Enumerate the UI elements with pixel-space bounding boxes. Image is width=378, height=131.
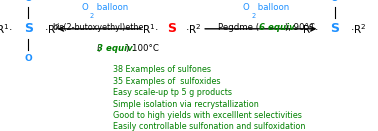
Text: (: ( <box>96 44 99 53</box>
Text: O: O <box>331 0 338 3</box>
Text: 2: 2 <box>251 13 256 19</box>
Text: O: O <box>25 0 32 3</box>
Text: S: S <box>330 22 339 35</box>
Text: 35 Examples of  sulfoxides: 35 Examples of sulfoxides <box>113 77 221 86</box>
Text: O: O <box>243 3 249 12</box>
Text: Pegdme (: Pegdme ( <box>218 23 259 32</box>
Text: ) 100°C: ) 100°C <box>126 44 159 53</box>
Text: ·R$^2$: ·R$^2$ <box>185 22 202 36</box>
Text: balloon: balloon <box>93 3 128 12</box>
Text: S: S <box>167 22 177 35</box>
Text: ), 90°C: ), 90°C <box>285 23 315 32</box>
Text: 6 equiv.: 6 equiv. <box>259 23 297 32</box>
Text: R$^1$·: R$^1$· <box>142 22 159 36</box>
Text: bis(2-butoxyethyl)ether: bis(2-butoxyethyl)ether <box>52 23 147 32</box>
Text: Good to high yields with excelllent selectivities: Good to high yields with excelllent sele… <box>113 111 302 120</box>
Text: 38 Examples of sulfones: 38 Examples of sulfones <box>113 66 211 75</box>
Text: ·R$^2$: ·R$^2$ <box>350 22 367 36</box>
Text: O: O <box>25 54 32 63</box>
Text: S: S <box>24 22 33 35</box>
Text: R$^1$·: R$^1$· <box>0 22 12 36</box>
Text: Simple isolation via recrystallization: Simple isolation via recrystallization <box>113 100 259 109</box>
Text: 2: 2 <box>90 13 94 19</box>
Text: ·R$^2$: ·R$^2$ <box>44 22 61 36</box>
Text: Easily controllable sulfonation and sulfoxidation: Easily controllable sulfonation and sulf… <box>113 122 306 131</box>
Text: O: O <box>81 3 88 12</box>
Text: 3 equiv.: 3 equiv. <box>98 44 136 53</box>
Text: Easy scale-up tp 5 g products: Easy scale-up tp 5 g products <box>113 88 232 97</box>
Text: balloon: balloon <box>255 3 290 12</box>
Text: R$^1$·: R$^1$· <box>302 22 319 36</box>
